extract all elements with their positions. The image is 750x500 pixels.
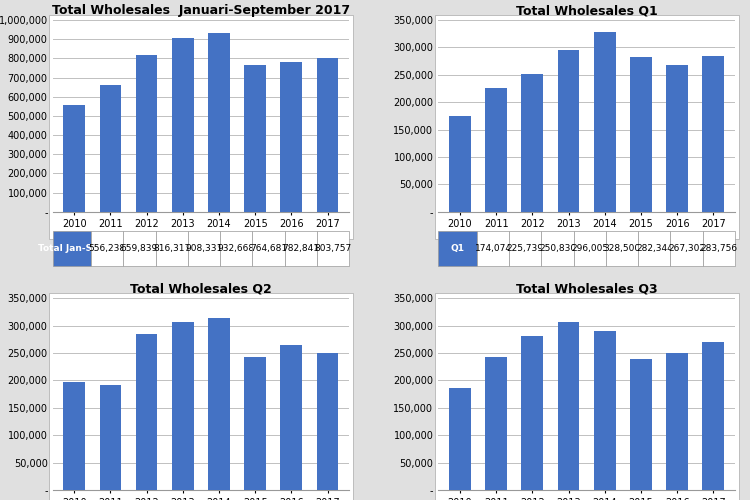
Bar [630, 57, 652, 212]
Bar [136, 55, 158, 212]
Bar [280, 62, 302, 212]
Bar [100, 86, 122, 212]
Bar [63, 105, 85, 212]
Bar [666, 66, 688, 212]
Bar [521, 336, 543, 490]
Title: Total Wholesales Q1: Total Wholesales Q1 [516, 4, 658, 18]
Bar [521, 74, 543, 212]
Bar [703, 342, 724, 490]
Bar [172, 38, 194, 212]
Bar [208, 33, 230, 212]
Bar [558, 50, 580, 212]
Bar [485, 88, 507, 212]
Bar [485, 358, 507, 490]
Bar [666, 352, 688, 490]
Bar [316, 58, 338, 212]
Bar [136, 334, 158, 490]
Bar [172, 322, 194, 490]
Bar [244, 65, 266, 212]
Bar [449, 388, 471, 490]
Bar [594, 32, 616, 212]
Bar [594, 330, 616, 490]
Bar [449, 116, 471, 212]
Bar [244, 356, 266, 490]
Bar [558, 322, 580, 490]
Bar [100, 385, 122, 490]
Bar [630, 359, 652, 490]
Bar [703, 56, 724, 212]
Title: Total Wholesales  Januari-September 2017: Total Wholesales Januari-September 2017 [52, 4, 350, 18]
Bar [280, 345, 302, 490]
Bar [63, 382, 85, 490]
Bar [316, 353, 338, 490]
Title: Total Wholesales Q2: Total Wholesales Q2 [130, 282, 272, 296]
Bar [208, 318, 230, 490]
Title: Total Wholesales Q3: Total Wholesales Q3 [516, 282, 658, 296]
